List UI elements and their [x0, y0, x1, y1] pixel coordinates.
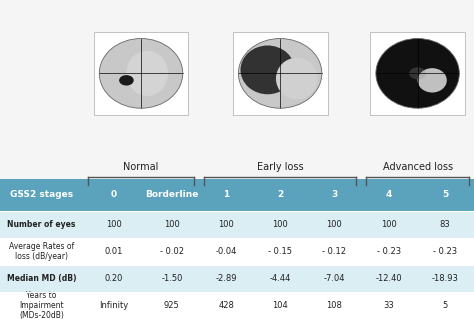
Bar [0, 179, 83, 211]
Text: 100: 100 [381, 219, 397, 229]
Text: -18.93: -18.93 [432, 274, 458, 283]
Ellipse shape [376, 39, 459, 108]
Bar [254, 179, 307, 211]
Text: 2: 2 [277, 190, 283, 199]
Text: - 0.23: - 0.23 [433, 247, 457, 256]
Text: 5: 5 [442, 190, 448, 199]
Text: Infinity: Infinity [99, 301, 128, 310]
Ellipse shape [418, 68, 447, 93]
Bar [370, 32, 465, 115]
Text: - 0.15: - 0.15 [268, 247, 292, 256]
Text: 100: 100 [106, 219, 122, 229]
Text: 100: 100 [326, 219, 342, 229]
Text: 33: 33 [383, 301, 394, 310]
Text: Early loss: Early loss [257, 162, 303, 172]
Text: 428: 428 [219, 301, 234, 310]
Text: Number of eyes: Number of eyes [7, 219, 76, 229]
Text: -7.04: -7.04 [323, 274, 345, 283]
Text: 4: 4 [385, 190, 392, 199]
Text: -0.04: -0.04 [216, 247, 237, 256]
Bar [0, 265, 474, 292]
Bar [93, 32, 188, 115]
Text: 0: 0 [111, 190, 117, 199]
Ellipse shape [409, 67, 426, 79]
Text: Normal: Normal [123, 162, 159, 172]
Text: -2.89: -2.89 [216, 274, 237, 283]
Bar [307, 179, 361, 211]
Text: - 0.23: - 0.23 [377, 247, 401, 256]
Bar [199, 179, 254, 211]
Text: 108: 108 [326, 301, 342, 310]
Text: 5: 5 [442, 301, 448, 310]
Text: 83: 83 [440, 219, 450, 229]
Text: -1.50: -1.50 [161, 274, 182, 283]
Ellipse shape [119, 75, 134, 85]
Text: Advanced loss: Advanced loss [383, 162, 453, 172]
Text: Years to
Impairment
(MDs-20dB): Years to Impairment (MDs-20dB) [19, 291, 64, 319]
Bar [145, 179, 199, 211]
Bar [361, 179, 416, 211]
Text: -12.40: -12.40 [375, 274, 402, 283]
Text: - 0.02: - 0.02 [160, 247, 184, 256]
Bar [233, 32, 328, 115]
Text: Average Rates of
loss (dB/year): Average Rates of loss (dB/year) [9, 241, 74, 261]
Text: 1: 1 [223, 190, 229, 199]
Bar [83, 179, 145, 211]
Bar [0, 292, 474, 319]
Bar [0, 238, 474, 265]
Text: Median MD (dB): Median MD (dB) [7, 274, 76, 283]
Ellipse shape [240, 46, 295, 94]
Text: 100: 100 [273, 219, 288, 229]
Text: 100: 100 [164, 219, 180, 229]
Text: 925: 925 [164, 301, 180, 310]
Text: Borderline: Borderline [145, 190, 199, 199]
Bar [416, 179, 474, 211]
Text: - 0.12: - 0.12 [322, 247, 346, 256]
Text: 100: 100 [219, 219, 234, 229]
Ellipse shape [276, 58, 318, 100]
Text: 104: 104 [273, 301, 288, 310]
Text: GSS2 stages: GSS2 stages [10, 190, 73, 199]
Ellipse shape [238, 39, 322, 108]
Ellipse shape [99, 39, 182, 108]
Text: 0.01: 0.01 [105, 247, 123, 256]
Ellipse shape [127, 51, 168, 96]
Text: 0.20: 0.20 [105, 274, 123, 283]
Text: -4.44: -4.44 [270, 274, 291, 283]
Text: 3: 3 [331, 190, 337, 199]
Bar [0, 211, 474, 238]
